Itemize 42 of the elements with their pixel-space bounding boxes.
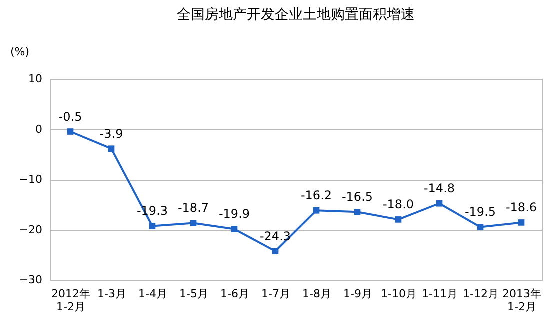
point	[436, 200, 443, 207]
data-label: -18.6	[506, 200, 538, 215]
x-tick-label: 2013年 1-2月	[502, 288, 542, 314]
x-tick-label: 2012年 1-2月	[52, 288, 90, 314]
y-tick-label: −30	[19, 274, 42, 286]
point	[272, 248, 279, 255]
point	[477, 224, 484, 230]
point	[313, 207, 320, 214]
point	[231, 226, 238, 232]
chart-title: 全国房地产开发企业土地购置面积增速	[177, 7, 415, 23]
x-tick-label: 1-5月	[180, 288, 208, 300]
y-axis-title: (%)	[10, 46, 30, 58]
point	[190, 220, 197, 226]
x-tick-label: 1-11月	[422, 288, 458, 300]
y-tick-label: −10	[19, 173, 42, 186]
x-tick-label: 1-8月	[302, 288, 332, 300]
x-tick-label: 1-10月	[381, 288, 417, 300]
data-label: -18.7	[178, 201, 210, 216]
data-label: -0.5	[58, 110, 82, 124]
data-label: -18.0	[382, 198, 414, 212]
data-label: -14.8	[424, 182, 456, 196]
data-label: -24.3	[260, 229, 292, 244]
x-tick-label: 1-6月	[220, 288, 250, 300]
data-label: -16.5	[342, 190, 374, 204]
data-label: -19.5	[464, 205, 496, 220]
point	[67, 128, 74, 135]
x-tick-label: 1-3月	[98, 288, 126, 300]
y-tick-label: 10	[28, 72, 42, 86]
y-tick-label: −20	[19, 223, 42, 236]
x-tick-label: 1-12月	[463, 288, 499, 300]
x-tick-label: 1-4月	[138, 288, 168, 300]
data-label: -3.9	[100, 126, 124, 141]
data-label: -19.9	[218, 207, 250, 222]
x-tick-label: 1-9月	[344, 288, 372, 300]
point	[395, 216, 402, 223]
y-tick-label: 0	[36, 122, 42, 136]
point	[149, 223, 156, 230]
point	[354, 209, 361, 216]
point	[518, 220, 525, 226]
data-label: -16.2	[300, 188, 332, 203]
point	[108, 146, 115, 152]
x-tick-label: 1-7月	[262, 288, 290, 300]
